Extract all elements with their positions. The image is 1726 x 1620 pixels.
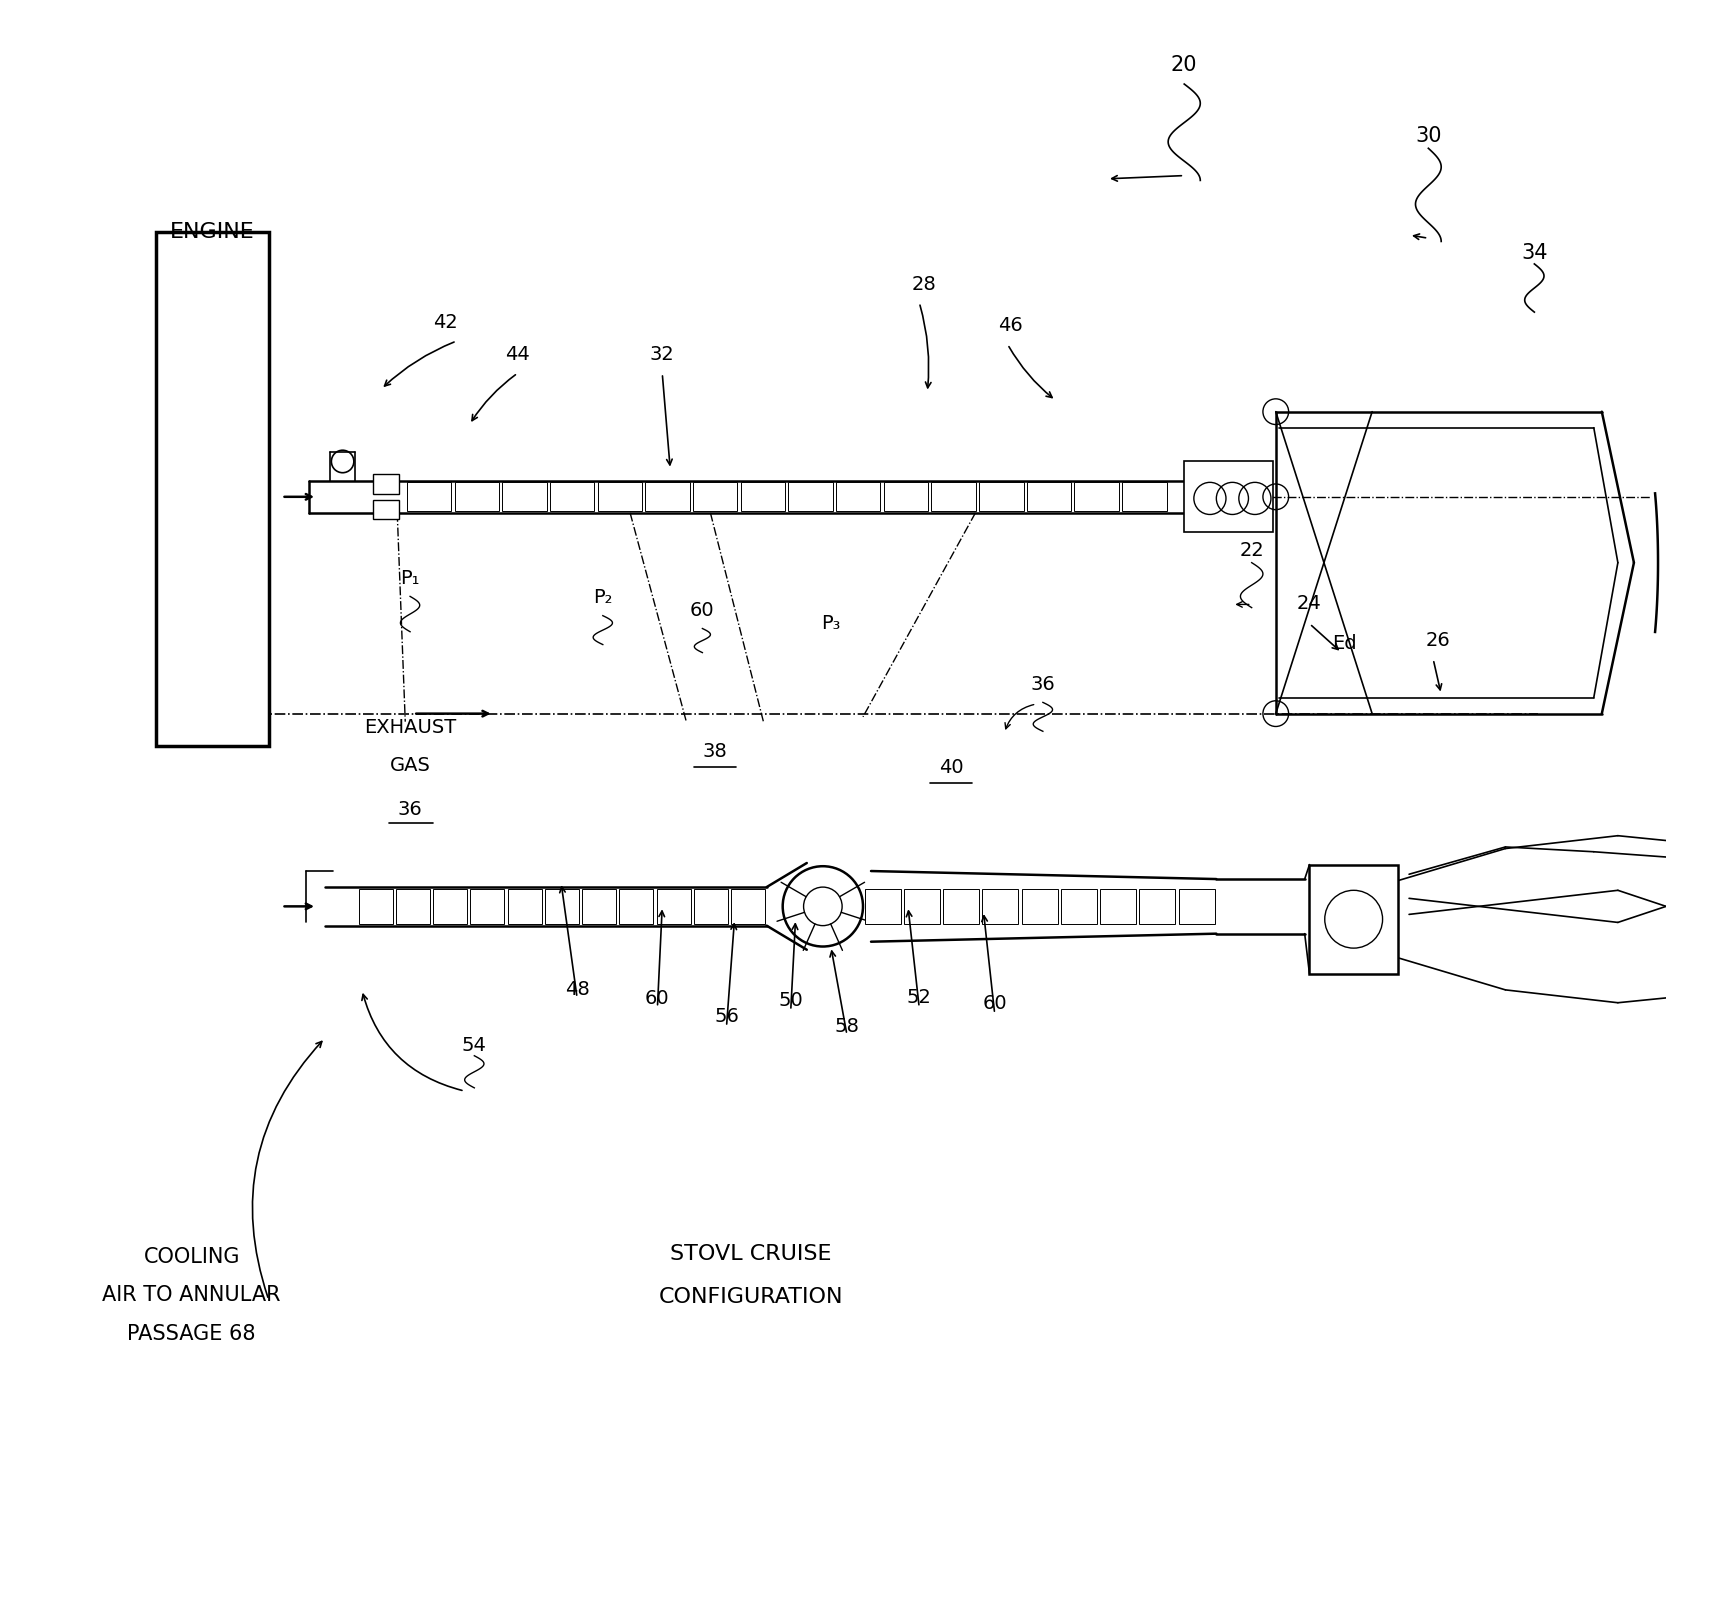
Text: P₁: P₁: [400, 569, 419, 588]
Bar: [740, 483, 785, 512]
Bar: [1122, 483, 1167, 512]
Text: 54: 54: [463, 1035, 487, 1055]
Bar: [694, 889, 728, 923]
Bar: [932, 483, 975, 512]
Bar: [1310, 865, 1398, 974]
Text: 34: 34: [1521, 243, 1548, 262]
Bar: [982, 889, 1018, 923]
Text: P₂: P₂: [594, 588, 613, 608]
Text: EXHAUST: EXHAUST: [364, 718, 456, 737]
Text: 58: 58: [834, 1017, 860, 1035]
Text: 42: 42: [433, 313, 457, 332]
Text: 38: 38: [702, 742, 728, 761]
Text: 36: 36: [397, 800, 423, 818]
Text: 22: 22: [1239, 541, 1263, 561]
Bar: [407, 483, 450, 512]
Bar: [835, 483, 880, 512]
Bar: [373, 475, 399, 494]
Bar: [1099, 889, 1136, 923]
Bar: [454, 483, 499, 512]
Bar: [395, 889, 430, 923]
Text: AIR TO ANNULAR: AIR TO ANNULAR: [102, 1286, 281, 1306]
Bar: [545, 889, 578, 923]
Bar: [1061, 889, 1098, 923]
Text: 32: 32: [651, 345, 675, 364]
Bar: [979, 483, 1024, 512]
Bar: [1184, 462, 1272, 531]
Text: 60: 60: [982, 995, 1006, 1012]
Bar: [942, 889, 979, 923]
Text: 50: 50: [778, 991, 803, 1009]
Text: 44: 44: [506, 345, 530, 364]
Text: COOLING: COOLING: [143, 1247, 240, 1267]
Text: 46: 46: [998, 316, 1024, 335]
Bar: [1074, 483, 1118, 512]
Text: Ed: Ed: [1332, 635, 1357, 653]
Bar: [620, 889, 654, 923]
Text: 40: 40: [939, 758, 963, 778]
Bar: [582, 889, 616, 923]
Text: STOVL CRUISE: STOVL CRUISE: [670, 1244, 832, 1264]
Text: PASSAGE 68: PASSAGE 68: [128, 1324, 255, 1345]
Text: GAS: GAS: [390, 757, 430, 776]
Text: 36: 36: [1030, 674, 1055, 693]
Text: P₃: P₃: [822, 614, 841, 632]
Bar: [732, 889, 765, 923]
Text: 20: 20: [1170, 55, 1198, 75]
Text: 56: 56: [715, 1008, 739, 1025]
Bar: [551, 483, 594, 512]
Bar: [789, 483, 832, 512]
Bar: [646, 483, 690, 512]
Text: 26: 26: [1426, 632, 1450, 650]
Bar: [507, 889, 542, 923]
Bar: [1139, 889, 1175, 923]
Bar: [1022, 889, 1058, 923]
Bar: [502, 483, 547, 512]
Bar: [904, 889, 941, 923]
Bar: [433, 889, 468, 923]
Text: CONFIGURATION: CONFIGURATION: [658, 1286, 842, 1307]
Bar: [1179, 889, 1215, 923]
Bar: [471, 889, 504, 923]
Text: 28: 28: [911, 275, 937, 293]
Bar: [1027, 483, 1072, 512]
Bar: [865, 889, 901, 923]
Bar: [359, 889, 394, 923]
Text: 60: 60: [690, 601, 715, 620]
Text: 48: 48: [564, 980, 590, 998]
Bar: [157, 232, 269, 745]
Text: 52: 52: [906, 988, 932, 1006]
Bar: [692, 483, 737, 512]
Text: ENGINE: ENGINE: [171, 222, 255, 241]
Text: 24: 24: [1298, 595, 1322, 614]
Bar: [597, 483, 642, 512]
Bar: [884, 483, 929, 512]
Bar: [373, 501, 399, 520]
Text: 60: 60: [646, 990, 670, 1008]
Text: 30: 30: [1415, 126, 1441, 146]
Bar: [656, 889, 690, 923]
